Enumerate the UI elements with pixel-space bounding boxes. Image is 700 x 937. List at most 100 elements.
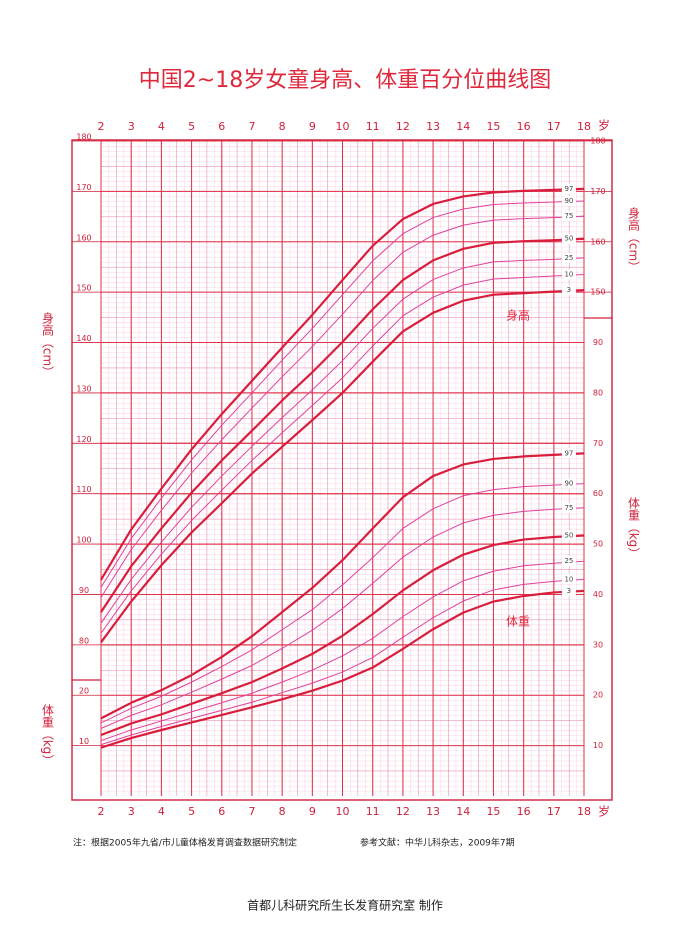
x-tick-label: 3 bbox=[128, 805, 135, 818]
legend-bg bbox=[561, 530, 576, 541]
legend-label: 75 bbox=[564, 504, 573, 512]
x-tick-label: 16 bbox=[517, 805, 531, 818]
x-tick-label: 11 bbox=[366, 805, 380, 818]
legend-bg bbox=[561, 285, 576, 296]
y-tick-label: 90 bbox=[79, 586, 89, 595]
y-tick-label: 170 bbox=[590, 187, 605, 196]
y2-tick-label: 10 bbox=[79, 737, 89, 746]
x-tick-label: 14 bbox=[456, 120, 470, 133]
curve bbox=[100, 257, 585, 624]
x-tick-label: 15 bbox=[486, 120, 500, 133]
legend-label: 3 bbox=[567, 587, 571, 595]
x-tick-label: 2 bbox=[98, 805, 105, 818]
x-tick-label: 10 bbox=[336, 805, 350, 818]
y-tick-label: 80 bbox=[79, 636, 89, 645]
x-tick-label: 15 bbox=[486, 805, 500, 818]
legend-label: 90 bbox=[564, 480, 573, 488]
curve bbox=[100, 452, 585, 720]
y2-tick-label: 40 bbox=[593, 590, 603, 599]
x-tick-label: 2 bbox=[98, 120, 105, 133]
annotation: 体重 bbox=[506, 615, 530, 629]
x-tick-label: 14 bbox=[456, 805, 470, 818]
x-tick-label: 3 bbox=[128, 120, 135, 133]
legend-label: 25 bbox=[564, 557, 573, 565]
curve bbox=[100, 507, 585, 729]
x-tick-label: 7 bbox=[248, 120, 255, 133]
legend-bg bbox=[561, 556, 576, 567]
x-tick-label: 4 bbox=[158, 120, 165, 133]
x-unit: 岁 bbox=[598, 118, 610, 133]
legend-label: 50 bbox=[564, 235, 573, 243]
frame bbox=[71, 139, 613, 801]
chart-title: 中国2~18岁女童身高、体重百分位曲线图 bbox=[139, 68, 551, 93]
x-tick-label: 4 bbox=[158, 805, 165, 818]
x-tick-label: 12 bbox=[396, 120, 410, 133]
y2-tick-label: 50 bbox=[593, 540, 603, 549]
legend-label: 97 bbox=[564, 449, 573, 457]
y2-tick-label: 20 bbox=[593, 691, 603, 700]
legend-label: 90 bbox=[564, 197, 573, 205]
curve bbox=[100, 589, 585, 749]
curve bbox=[100, 215, 585, 598]
y2-tick-label: 80 bbox=[593, 388, 603, 397]
legend-bg bbox=[561, 574, 576, 585]
curve bbox=[100, 274, 585, 634]
curve bbox=[100, 237, 585, 613]
note: 注：根据2005年九省/市儿童体格发育调查数据研究制定 bbox=[73, 837, 297, 849]
y-tick-label: 180 bbox=[590, 137, 605, 146]
legend-bg bbox=[561, 195, 576, 206]
curve bbox=[100, 578, 585, 746]
y-tick-label: 140 bbox=[76, 334, 91, 343]
y-tick-label: 100 bbox=[76, 536, 91, 545]
y-axis-label: 身高（cm） bbox=[41, 310, 55, 378]
x-tick-label: 9 bbox=[309, 120, 316, 133]
y2-tick-label: 70 bbox=[593, 439, 603, 448]
x-tick-label: 7 bbox=[248, 805, 255, 818]
legend-label: 97 bbox=[564, 185, 573, 193]
x-tick-label: 11 bbox=[366, 120, 380, 133]
annotation: 身高 bbox=[506, 308, 530, 323]
x-tick-label: 10 bbox=[336, 120, 350, 133]
y2-tick-label: 60 bbox=[593, 489, 603, 498]
x-tick-label: 6 bbox=[218, 805, 225, 818]
legend-bg bbox=[561, 269, 576, 280]
x-unit: 岁 bbox=[598, 804, 610, 819]
reference: 参考文献：中华儿科杂志，2009年7期 bbox=[360, 837, 515, 849]
y-tick-label: 120 bbox=[76, 435, 91, 444]
legend-label: 50 bbox=[564, 532, 573, 540]
legend-label: 3 bbox=[567, 286, 571, 294]
y2-tick-label: 10 bbox=[593, 741, 603, 750]
y-tick-label: 180 bbox=[76, 133, 91, 142]
x-tick-label: 13 bbox=[426, 120, 440, 133]
curve bbox=[100, 534, 585, 737]
y-axis-label: 身高（cm） bbox=[627, 205, 641, 273]
legend-bg bbox=[561, 448, 576, 459]
x-tick-label: 6 bbox=[218, 120, 225, 133]
x-tick-label: 17 bbox=[547, 805, 561, 818]
curve bbox=[100, 289, 585, 643]
x-tick-label: 13 bbox=[426, 805, 440, 818]
legend-label: 25 bbox=[564, 254, 573, 262]
curve bbox=[100, 200, 585, 588]
curve bbox=[100, 560, 585, 742]
legend-bg bbox=[561, 183, 576, 194]
legend-label: 10 bbox=[564, 271, 573, 279]
y-tick-label: 110 bbox=[76, 485, 91, 494]
legend-bg bbox=[561, 233, 576, 244]
legend-label: 10 bbox=[564, 575, 573, 583]
y-axis-label: 体重（kg） bbox=[627, 496, 641, 559]
legend-bg bbox=[561, 252, 576, 263]
y-axis-label: 体重（kg） bbox=[41, 703, 55, 766]
y-tick-label: 170 bbox=[76, 183, 91, 192]
legend-label: 75 bbox=[564, 212, 573, 220]
legend-bg bbox=[561, 502, 576, 513]
credit: 首都儿科研究所生长发育研究室 制作 bbox=[247, 898, 443, 913]
y2-tick-label: 30 bbox=[593, 640, 603, 649]
x-tick-label: 12 bbox=[396, 805, 410, 818]
y-tick-label: 160 bbox=[76, 233, 91, 242]
x-tick-label: 17 bbox=[547, 120, 561, 133]
x-tick-label: 9 bbox=[309, 805, 316, 818]
y-tick-label: 160 bbox=[590, 237, 605, 246]
